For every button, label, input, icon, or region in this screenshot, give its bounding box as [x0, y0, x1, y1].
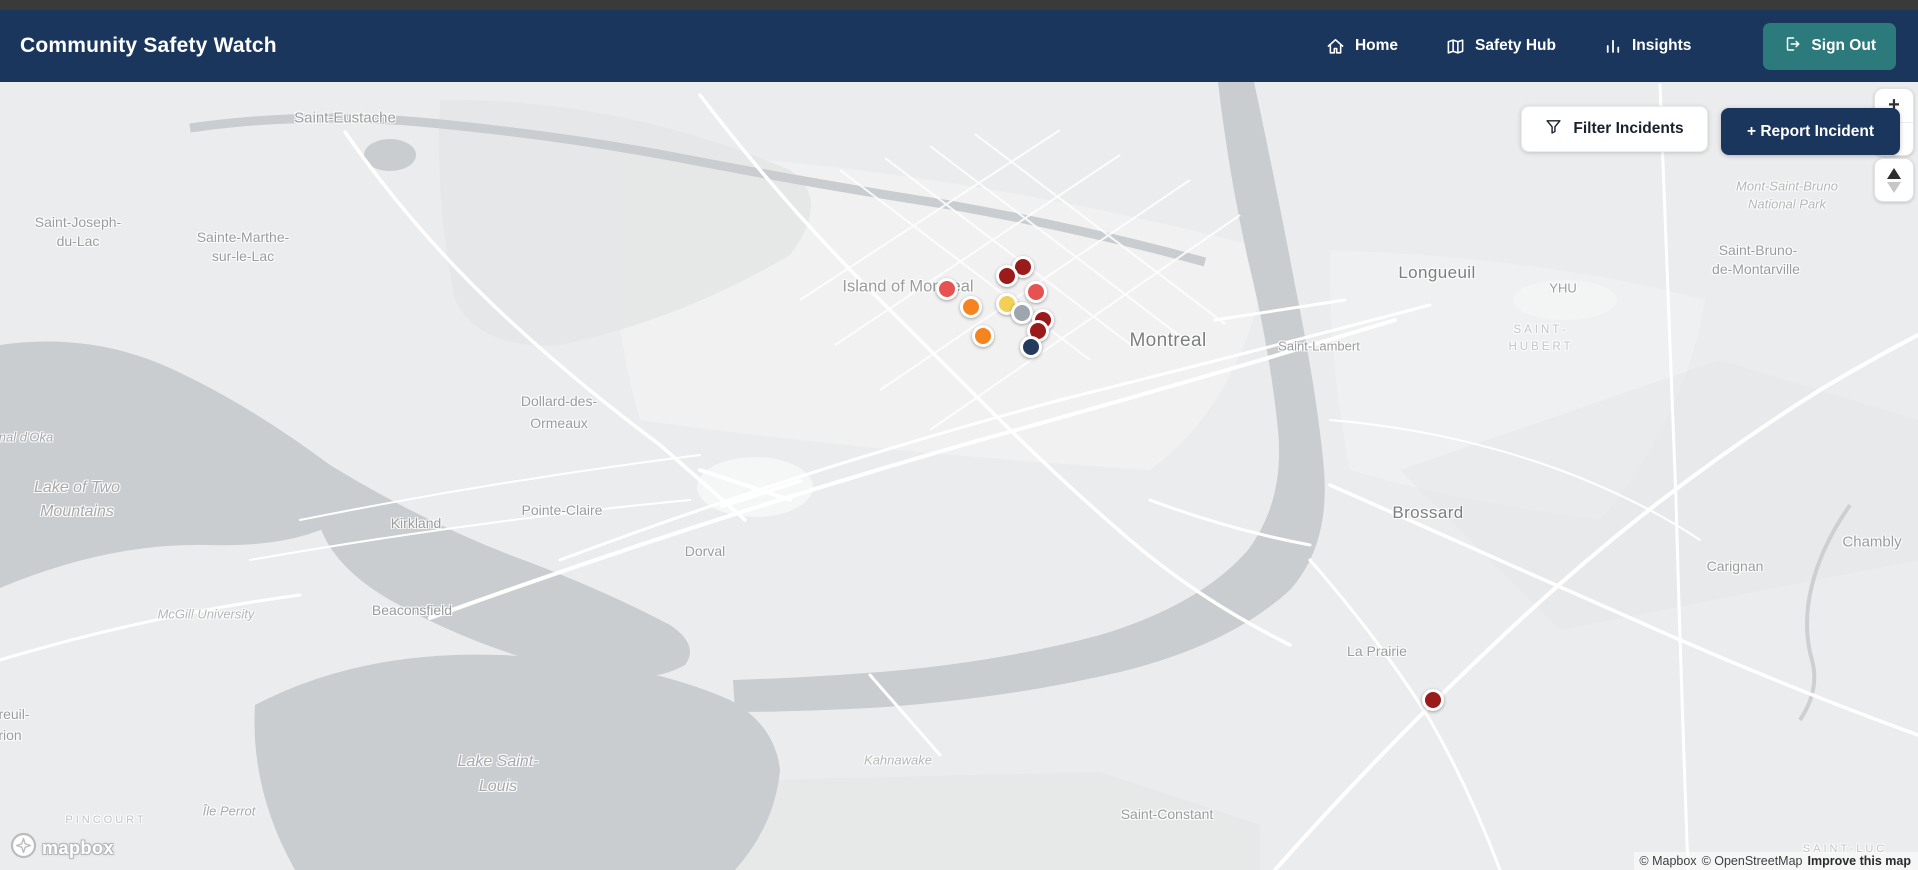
nav-item-label: Insights	[1632, 37, 1692, 54]
compass-needle-up-icon	[1887, 167, 1901, 179]
map-label: sur-le-Lac	[211, 248, 275, 264]
map-label: Lake of Two	[34, 479, 120, 496]
map-label: Dollard-des-	[520, 393, 598, 409]
map-icon	[1446, 37, 1465, 56]
nav-menu: Home Safety Hub Insights Sign Out	[1326, 22, 1896, 70]
map-label: SAINT-	[1513, 324, 1569, 336]
nav-item-label: Home	[1354, 37, 1399, 54]
mapbox-pin-icon	[10, 832, 37, 864]
map-label: Beaconsfield	[371, 602, 453, 618]
map-label: Saint-Joseph-	[34, 214, 122, 230]
map-label: PINCOURT	[65, 814, 147, 826]
map-label: Carignan	[1706, 558, 1764, 574]
map-label: nal d'Oka	[0, 429, 54, 445]
map-label: Kahnawake	[864, 752, 932, 768]
map-label: rion	[0, 727, 22, 743]
map-label: Île Perrot	[202, 803, 256, 819]
map-label: HUBERT	[1508, 341, 1574, 353]
improve-map-link[interactable]: Improve this map	[1807, 854, 1912, 868]
incident-marker[interactable]	[972, 325, 994, 347]
incident-marker[interactable]	[1025, 281, 1047, 303]
incident-marker[interactable]	[960, 296, 982, 318]
incident-marker[interactable]	[1422, 689, 1444, 711]
map-label: Kirkland	[390, 515, 442, 531]
map-label: Saint-Bruno-	[1718, 242, 1798, 258]
filter-incidents-button[interactable]: Filter Incidents	[1521, 106, 1708, 152]
map-label: Dorval	[684, 543, 726, 559]
app-title: Community Safety Watch	[20, 34, 277, 57]
nav-item-insights[interactable]: Insights	[1604, 37, 1691, 55]
home-icon	[1326, 37, 1345, 56]
mapbox-logo[interactable]: mapbox	[10, 832, 114, 864]
map-label: Chambly	[1842, 533, 1902, 551]
map-label: Ormeaux	[530, 415, 588, 431]
report-incident-label: + Report Incident	[1746, 122, 1875, 140]
sign-out-button[interactable]: Sign Out	[1763, 22, 1896, 70]
funnel-icon	[1545, 118, 1562, 140]
map-label: Brossard	[1392, 503, 1464, 522]
map-label: du-Lac	[56, 233, 100, 249]
incident-marker[interactable]	[936, 278, 958, 300]
map-label: Mountains	[40, 503, 114, 520]
map-label: Pointe-Claire	[521, 502, 603, 518]
map-label: Saint-Eustache	[294, 109, 396, 127]
map-label: National Park	[1747, 196, 1827, 212]
filter-incidents-label: Filter Incidents	[1573, 120, 1684, 137]
mapbox-logo-text: mapbox	[42, 837, 115, 858]
navbar: Community Safety Watch Home Safety Hub I…	[0, 10, 1918, 82]
map-label: McGill University	[157, 606, 255, 622]
map-label: Longueuil	[1398, 263, 1476, 282]
map-canvas[interactable]: Filter Incidents + Report Incident + −	[0, 82, 1918, 870]
logout-icon	[1783, 35, 1801, 58]
map-label: de-Montarville	[1712, 261, 1800, 277]
window-top-strip	[0, 0, 1918, 10]
map-attribution: © Mapbox © OpenStreetMap Improve this ma…	[1634, 852, 1918, 870]
compass-button[interactable]	[1874, 158, 1914, 202]
map-label: La Prairie	[1347, 643, 1407, 659]
bar-chart-icon	[1604, 37, 1622, 55]
map-label: Mont-Saint-Bruno	[1736, 178, 1838, 194]
sign-out-label: Sign Out	[1811, 37, 1876, 54]
osm-attribution-link[interactable]: © OpenStreetMap	[1701, 854, 1803, 868]
incident-marker[interactable]	[1020, 336, 1042, 358]
map-label: Saint-Lambert	[1278, 338, 1360, 354]
map-label: YHU	[1549, 280, 1577, 296]
map-label: Saint-Constant	[1120, 806, 1214, 822]
compass-needle-down-icon	[1887, 181, 1901, 193]
map-label: reuil-	[0, 706, 30, 722]
nav-item-home[interactable]: Home	[1326, 37, 1398, 56]
map-label: Sainte-Marthe-	[196, 229, 290, 245]
mapbox-attribution-link[interactable]: © Mapbox	[1639, 854, 1697, 868]
nav-item-safety-hub[interactable]: Safety Hub	[1446, 37, 1556, 56]
incident-marker[interactable]	[996, 265, 1018, 287]
incident-marker[interactable]	[1011, 302, 1033, 324]
map-basemap	[0, 82, 1918, 870]
map-label: Louis	[478, 778, 518, 795]
report-incident-button[interactable]: + Report Incident	[1721, 108, 1900, 155]
map-label: Lake Saint-	[457, 753, 539, 770]
map-label: Montreal	[1129, 330, 1207, 351]
nav-item-label: Safety Hub	[1475, 37, 1556, 54]
